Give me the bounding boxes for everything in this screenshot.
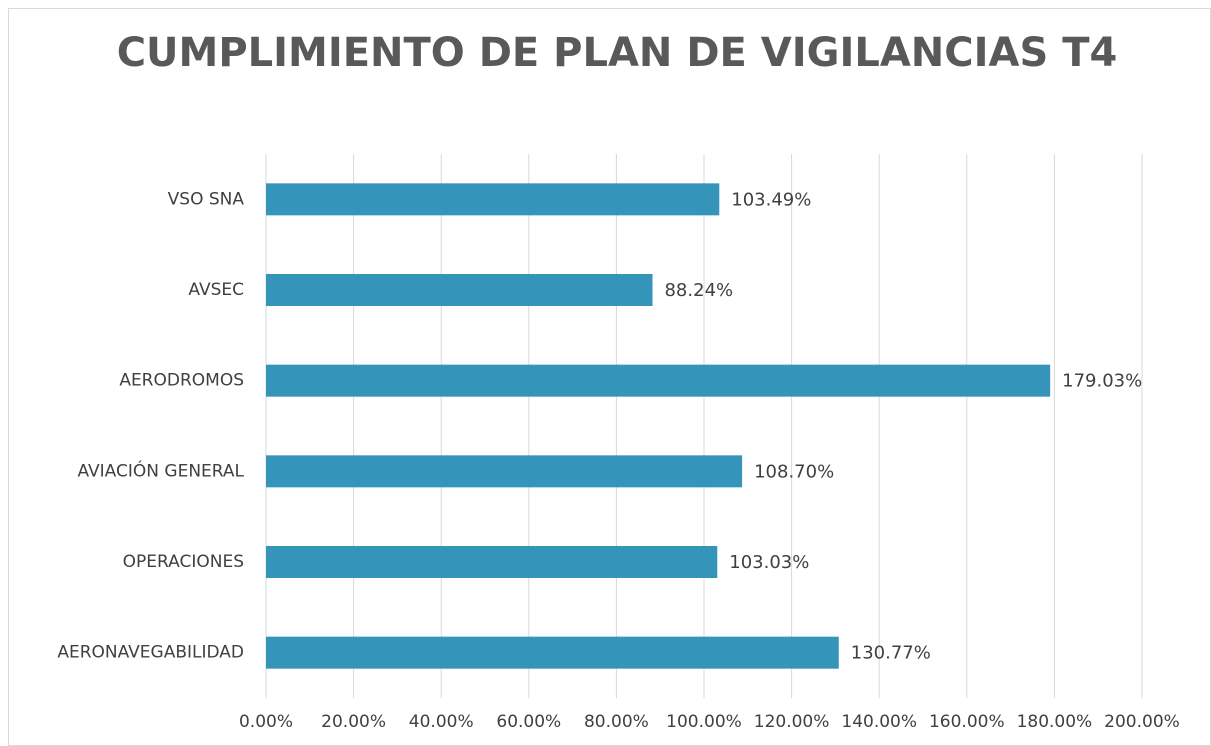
- value-label: 108.70%: [754, 461, 834, 482]
- y-tick-label: AVSEC: [188, 280, 244, 300]
- value-label: 103.49%: [731, 189, 811, 210]
- value-label: 88.24%: [664, 280, 733, 301]
- x-tick-label: 80.00%: [584, 712, 649, 732]
- bar: [266, 546, 718, 578]
- value-label: 130.77%: [851, 643, 931, 664]
- bar: [266, 274, 653, 306]
- x-tick-label: 100.00%: [666, 712, 742, 732]
- y-tick-label: AERODROMOS: [119, 371, 244, 391]
- x-tick-label: 200.00%: [1104, 712, 1180, 732]
- x-tick-label: 180.00%: [1017, 712, 1093, 732]
- x-tick-label: 40.00%: [409, 712, 474, 732]
- bar: [266, 636, 839, 669]
- value-label: 179.03%: [1062, 371, 1142, 392]
- x-tick-label: 60.00%: [496, 712, 561, 732]
- chart-title: CUMPLIMIENTO DE PLAN DE VIGILANCIAS T4: [117, 30, 1118, 76]
- x-tick-label: 160.00%: [929, 712, 1005, 732]
- x-tick-label: 120.00%: [754, 712, 830, 732]
- bar: [266, 364, 1051, 397]
- bar: [266, 455, 743, 488]
- y-tick-label: VSO SNA: [168, 189, 245, 209]
- x-tick-label: 140.00%: [841, 712, 917, 732]
- x-tick-label: 20.00%: [321, 712, 386, 732]
- y-tick-label: AVIACIÓN GENERAL: [78, 459, 245, 481]
- bar: [266, 183, 720, 216]
- y-tick-label: OPERACIONES: [123, 552, 244, 572]
- value-label: 103.03%: [729, 552, 809, 573]
- y-tick-label: AERONAVEGABILIDAD: [57, 643, 244, 663]
- x-tick-label: 0.00%: [239, 712, 293, 732]
